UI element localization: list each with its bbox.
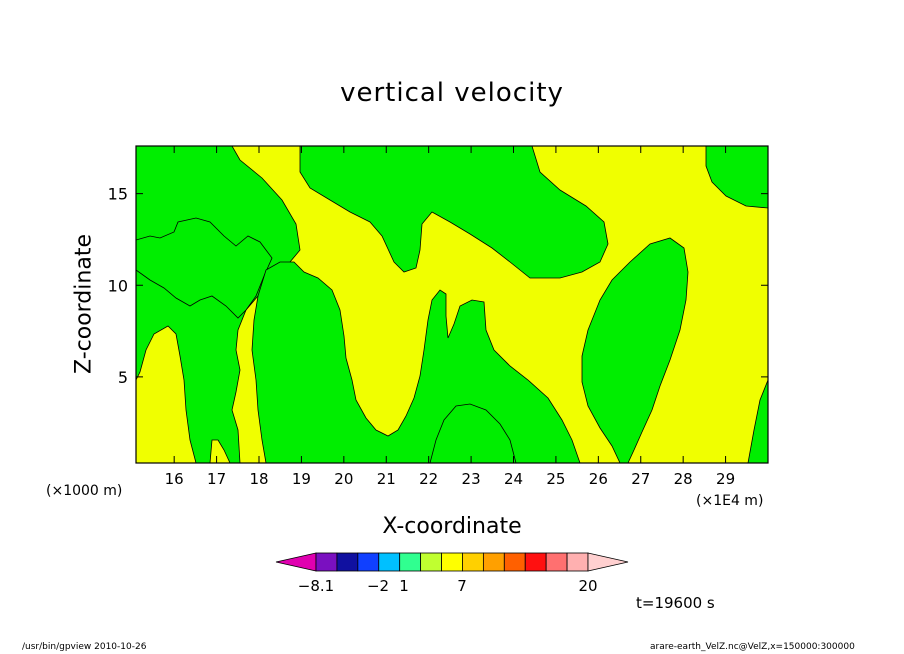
colorbar-label: 7 <box>457 577 467 595</box>
colorbar-cell <box>566 552 589 572</box>
x-tick-label: 22 <box>419 470 438 488</box>
contour-region-bottom-mid <box>429 403 517 463</box>
plot-frame <box>135 145 769 464</box>
x-tick-label: 17 <box>207 470 226 488</box>
y-tick-label: 10 <box>108 276 128 295</box>
contour-region-bottom-right <box>747 379 768 463</box>
time-label: t=19600 s <box>636 594 715 612</box>
colorbar-cell <box>399 552 422 572</box>
x-axis-label: X-coordinate <box>382 514 522 539</box>
x-tick-label: 29 <box>716 470 735 488</box>
y-tick-label: 15 <box>108 185 128 204</box>
colorbar-cell <box>378 552 401 572</box>
colorbar-cell <box>315 552 338 572</box>
x-ticks: 16 17 18 19 20 21 22 23 24 25 26 27 28 29 <box>165 146 735 488</box>
colorbar-label: −8.1 <box>298 577 334 595</box>
x-tick-label: 16 <box>165 470 184 488</box>
x-tick-label: 20 <box>334 470 353 488</box>
x-unit-note-2: (×1E4 m) <box>696 493 764 509</box>
x-tick-label: 23 <box>462 470 481 488</box>
chart-title: vertical velocity <box>340 78 564 108</box>
x-tick-label: 27 <box>631 470 650 488</box>
x-tick-label: 18 <box>249 470 268 488</box>
colorbar-label: 1 <box>399 577 409 595</box>
colorbar-cell <box>545 552 568 572</box>
colorbar-cell <box>524 552 547 572</box>
colorbar-arrow-right <box>587 552 629 572</box>
colorbar-label: −2 <box>367 577 389 595</box>
colorbar-cell <box>482 552 505 572</box>
colorbar-label: 20 <box>578 577 597 595</box>
x-tick-label: 19 <box>292 470 311 488</box>
x-tick-label: 24 <box>504 470 523 488</box>
y-tick-label: 5 <box>118 368 128 387</box>
colorbar-arrow-left <box>275 552 317 572</box>
y-ticks: 5 10 15 <box>108 185 768 387</box>
footer-left: /usr/bin/gpview 2010-10-26 <box>22 642 147 652</box>
colorbar-cell <box>441 552 463 572</box>
colorbar-cell <box>503 552 526 572</box>
contour-region-center <box>251 261 581 463</box>
x-tick-label: 28 <box>674 470 693 488</box>
footer-right: arare-earth_VelZ.nc@VelZ,x=150000:300000 <box>650 642 855 652</box>
contour-field <box>136 146 768 463</box>
colorbar-cell <box>357 552 380 572</box>
x-unit-note: (×1000 m) <box>46 483 123 499</box>
colorbar-cell <box>336 552 359 572</box>
colorbar: −8.1 −2 1 7 20 <box>275 552 629 595</box>
colorbar-cell <box>420 552 442 572</box>
contour-region-top-right <box>705 146 768 209</box>
x-tick-label: 25 <box>546 470 565 488</box>
colorbar-cell <box>462 552 484 572</box>
x-tick-label: 26 <box>589 470 608 488</box>
contour-region-top-middle <box>299 146 609 279</box>
x-tick-label: 21 <box>377 470 396 488</box>
contour-region-right-plume <box>581 237 689 463</box>
